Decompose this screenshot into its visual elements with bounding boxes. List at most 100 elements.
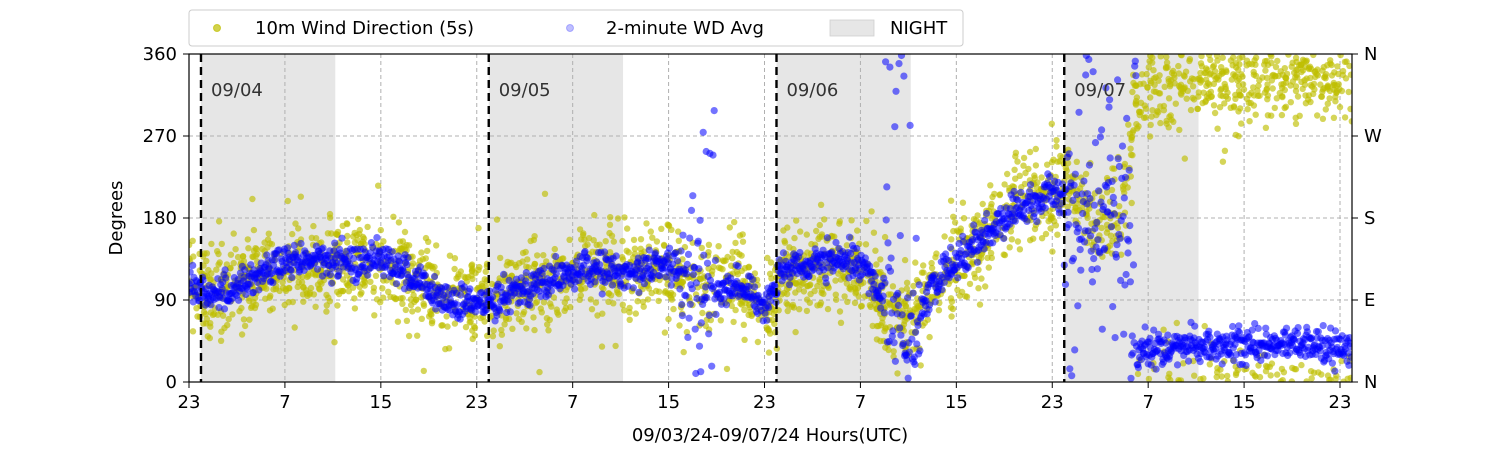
wd-5s-point [530,314,537,321]
day-label: 09/04 [211,80,263,101]
wd-2min-avg-point [598,290,606,298]
wd-2min-avg-point [207,301,215,309]
wd-2min-avg-point [709,151,717,159]
wd-5s-point [792,289,799,296]
y-tick-label: 90 [154,290,177,311]
wd-5s-point [1272,73,1279,80]
wd-5s-point [1011,166,1018,173]
wd-2min-avg-point [380,272,388,280]
wd-5s-point [1264,363,1271,371]
wd-2min-avg-point [1290,336,1299,344]
wd-5s-point [1222,67,1230,74]
x-tick-label: 23 [178,392,201,413]
wd-5s-point [402,306,409,314]
wd-2min-avg-point [1017,188,1025,196]
wd-5s-point [1243,57,1251,64]
legend-night-label: NIGHT [890,18,948,39]
wd-5s-point [872,247,879,254]
wd-5s-point [637,245,644,252]
wd-2min-avg-point [287,266,295,275]
wd-5s-point [300,298,307,305]
wd-5s-point [738,252,745,259]
wd-5s-point [592,299,600,306]
wd-2min-avg-point [1125,166,1133,174]
wd-2min-avg-point [1345,361,1352,369]
wd-2min-avg-point [1185,357,1193,365]
wd-2min-avg-point [1112,253,1120,261]
wd-5s-point [1106,242,1114,249]
wd-5s-point [720,258,728,265]
wd-5s-point [1137,99,1145,107]
wd-5s-point [1014,158,1021,165]
wd-5s-point [208,240,215,248]
wd-5s-point [403,317,411,324]
wd-5s-point [1176,126,1183,134]
wd-5s-point [1311,68,1318,76]
wd-5s-point [984,254,991,262]
wd-5s-point [524,256,531,263]
wd-5s-point [1262,124,1270,131]
wd-5s-point [947,295,955,302]
wd-2min-avg-point [888,332,896,340]
wd-5s-point [522,248,529,256]
wd-2min-avg-point [1319,322,1327,330]
wd-2min-avg-point [640,280,649,288]
wd-2min-avg-point [612,252,620,260]
x-tick-label: 23 [465,392,488,413]
wd-5s-point [501,321,508,328]
wd-2min-avg-point [946,243,955,251]
wd-5s-point [1298,361,1305,369]
wd-2min-avg-point [930,271,939,279]
wd-5s-point [621,307,628,314]
wd-5s-point [885,291,892,298]
wd-5s-point [462,323,470,331]
wd-5s-point [1173,319,1181,327]
y2-tick-label: E [1364,290,1375,311]
wd-2min-avg-point [779,249,788,257]
wd-2min-avg-point [489,293,497,301]
wd-2min-avg-point [1200,343,1209,351]
wd-5s-point [1213,54,1221,59]
wd-5s-point [405,332,413,340]
wd-5s-point [817,201,825,208]
legend-box [188,9,964,47]
wd-5s-point [1311,86,1318,93]
wd-2min-avg-point [853,244,861,253]
wd-2min-avg-point [1286,349,1294,357]
wd-5s-point [250,253,257,261]
wd-5s-point [364,223,371,231]
wd-5s-point [818,287,825,294]
wd-5s-point [630,236,638,244]
wd-5s-point [399,300,406,307]
wd-5s-point [1167,376,1174,382]
wd-5s-point [1048,120,1056,128]
wd-5s-point [1014,238,1022,245]
wd-5s-point [705,241,713,248]
wd-5s-point [520,308,528,316]
wd-5s-point [974,212,981,219]
legend-yellow-label: 10m Wind Direction (5s) [255,18,474,39]
wd-2min-avg-point [645,246,653,254]
wd-5s-point [1344,375,1351,382]
wd-2min-avg-point [1074,302,1082,310]
wd-5s-point [1264,96,1271,103]
wd-5s-point [1301,77,1308,84]
wd-5s-point [1108,186,1116,194]
wd-5s-point [675,237,682,244]
wd-2min-avg-point [703,259,712,267]
wd-2min-avg-point [970,221,978,229]
wd-2min-avg-point [609,281,617,289]
y-tick-label: 180 [143,208,177,229]
wd-2min-avg-point [522,269,530,277]
wd-5s-point [509,325,516,332]
wd-5s-point [926,333,933,341]
wd-5s-point [334,302,341,309]
wd-5s-point [1053,137,1060,144]
wd-5s-point [1218,85,1225,93]
wd-2min-avg-point [271,256,279,264]
wd-2min-avg-point [1080,177,1088,185]
wd-5s-point [1285,54,1292,58]
wd-5s-point [468,261,476,268]
wd-5s-point [1130,79,1137,87]
wd-2min-avg-point [1303,328,1311,336]
